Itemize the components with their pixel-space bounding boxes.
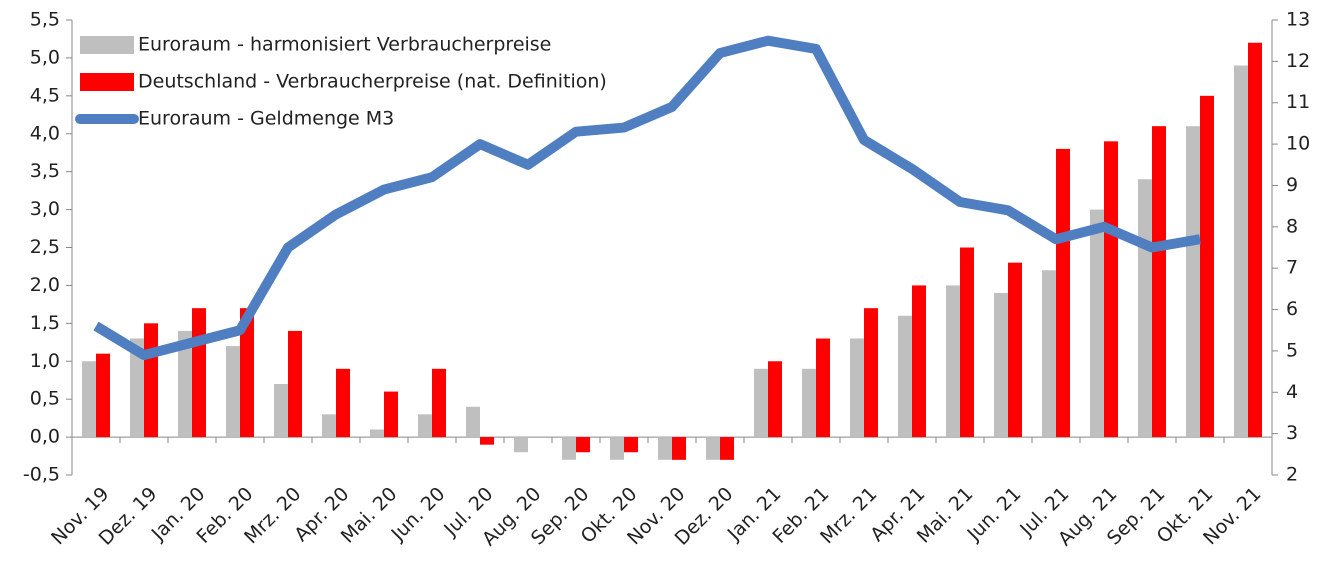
bar — [706, 437, 720, 460]
y2-tick-label: 9 — [1286, 174, 1298, 196]
bar — [1042, 270, 1056, 438]
y-tick-label: 4,0 — [30, 122, 60, 144]
bar — [480, 437, 494, 445]
bar — [912, 285, 926, 438]
bar — [130, 338, 144, 438]
bar — [384, 391, 398, 438]
x-tick-label: Jun. 20 — [387, 483, 450, 546]
bar — [1056, 148, 1070, 438]
y-tick-label: 4,5 — [30, 84, 60, 106]
bar — [610, 437, 624, 460]
y2-tick-label: 11 — [1286, 91, 1310, 113]
y2-tick-label: 7 — [1286, 257, 1298, 279]
bar — [322, 414, 336, 438]
legend-swatch — [80, 36, 134, 54]
bar — [768, 361, 782, 438]
y-tick-label: -0,5 — [23, 464, 60, 486]
line — [93, 35, 1201, 361]
y-tick-label: 1,5 — [30, 312, 60, 334]
bar — [1186, 126, 1200, 438]
bar — [144, 323, 158, 438]
bar — [850, 338, 864, 438]
y-tick-label: 0,5 — [30, 388, 60, 410]
bar — [96, 353, 110, 438]
bar — [1200, 95, 1214, 438]
bar — [370, 429, 384, 438]
bar — [514, 437, 528, 453]
bar — [864, 308, 878, 438]
bar — [82, 361, 96, 438]
bar — [960, 247, 974, 438]
legend-label: Euroraum - harmonisiert Verbraucherpreis… — [138, 34, 551, 56]
legend-label: Euroraum - Geldmenge M3 — [138, 108, 394, 130]
bar — [432, 368, 446, 438]
bar — [274, 384, 288, 438]
bar — [672, 437, 686, 460]
bar — [994, 293, 1008, 438]
y-tick-label: 5,0 — [30, 46, 60, 68]
y2-tick-label: 8 — [1286, 215, 1298, 237]
x-tick-label: Jun. 21 — [963, 483, 1026, 546]
bar — [898, 315, 912, 438]
bar — [1104, 141, 1118, 438]
bar — [178, 330, 192, 438]
y-tick-label: 0,0 — [30, 426, 60, 448]
bar — [1248, 42, 1262, 438]
bar — [720, 437, 734, 460]
bar — [802, 368, 816, 438]
y2-tick-label: 10 — [1286, 133, 1310, 155]
bar — [1138, 179, 1152, 438]
bar — [562, 437, 576, 460]
bar — [192, 308, 206, 438]
bar — [240, 308, 254, 438]
bar — [226, 346, 240, 438]
y-tick-label: 3,5 — [30, 160, 60, 182]
bar — [466, 406, 480, 438]
y2-tick-label: 13 — [1286, 9, 1310, 31]
bar — [1008, 262, 1022, 438]
bar — [1090, 209, 1104, 438]
y2-tick-label: 6 — [1286, 298, 1298, 320]
bar — [946, 285, 960, 438]
bar — [1234, 65, 1248, 438]
legend-swatch — [80, 73, 134, 91]
y-tick-label: 3,0 — [30, 198, 60, 220]
y-tick-label: 5,5 — [30, 9, 60, 31]
bar — [624, 437, 638, 453]
y-tick-label: 2,0 — [30, 274, 60, 296]
bar — [576, 437, 590, 453]
y2-tick-label: 12 — [1286, 50, 1310, 72]
y2-tick-label: 3 — [1286, 422, 1298, 444]
y-tick-label: 2,5 — [30, 236, 60, 258]
bar — [336, 368, 350, 438]
bar — [754, 368, 768, 438]
y2-tick-label: 5 — [1286, 339, 1298, 361]
bar — [1152, 126, 1166, 438]
y2-tick-label: 4 — [1286, 381, 1298, 403]
bar — [816, 338, 830, 438]
legend-label: Deutschland - Verbraucherpreise (nat. De… — [138, 71, 607, 93]
y-tick-label: 1,0 — [30, 350, 60, 372]
bar — [418, 414, 432, 438]
bar — [288, 330, 302, 438]
y2-tick-label: 2 — [1286, 464, 1298, 486]
bar — [658, 437, 672, 460]
